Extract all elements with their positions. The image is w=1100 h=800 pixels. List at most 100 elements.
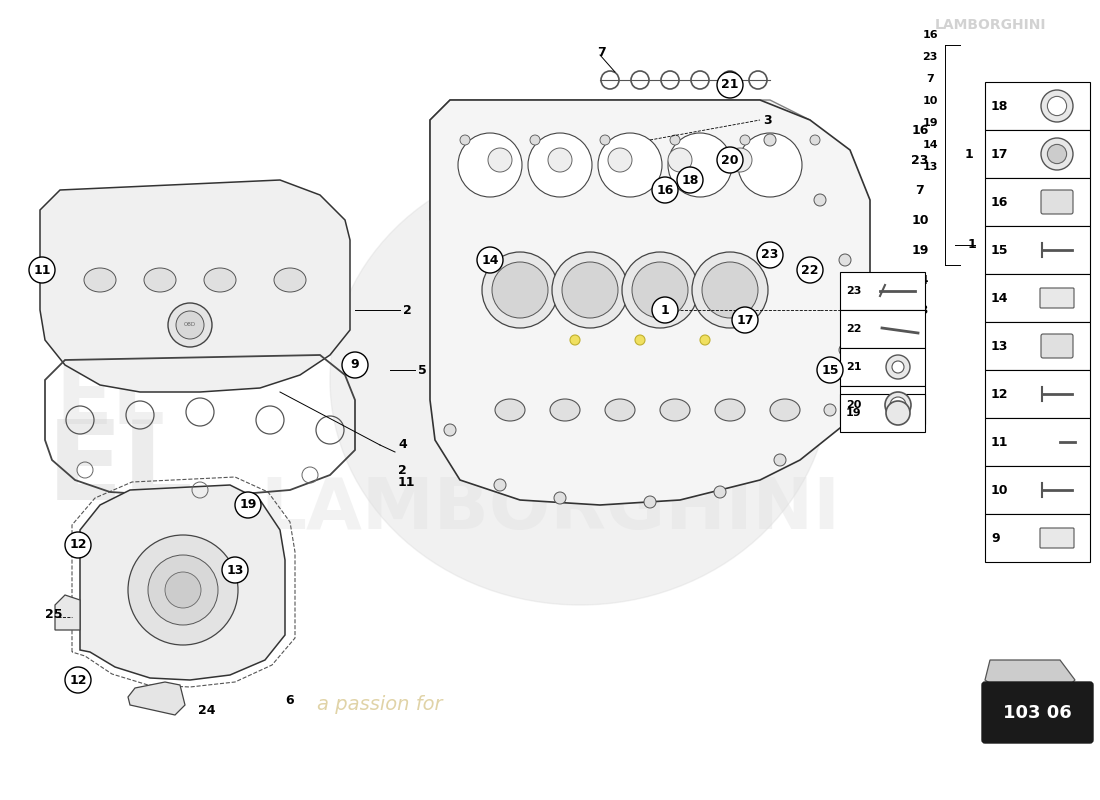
Circle shape bbox=[886, 355, 910, 379]
Circle shape bbox=[717, 72, 743, 98]
Text: 2: 2 bbox=[398, 463, 407, 477]
Text: 24: 24 bbox=[198, 703, 216, 717]
Circle shape bbox=[222, 557, 248, 583]
Text: 21: 21 bbox=[722, 78, 739, 91]
Circle shape bbox=[168, 303, 212, 347]
Text: 25: 25 bbox=[45, 609, 63, 622]
Text: 1: 1 bbox=[968, 238, 977, 251]
Circle shape bbox=[128, 535, 238, 645]
FancyBboxPatch shape bbox=[840, 310, 925, 348]
Ellipse shape bbox=[495, 399, 525, 421]
Text: 13: 13 bbox=[227, 563, 244, 577]
Circle shape bbox=[632, 262, 688, 318]
Circle shape bbox=[1041, 138, 1072, 170]
Circle shape bbox=[444, 424, 456, 436]
Circle shape bbox=[492, 262, 548, 318]
Ellipse shape bbox=[274, 268, 306, 292]
FancyBboxPatch shape bbox=[984, 226, 1090, 274]
FancyBboxPatch shape bbox=[840, 394, 925, 432]
Text: 19: 19 bbox=[911, 243, 928, 257]
Text: 6: 6 bbox=[285, 694, 294, 706]
Text: 17: 17 bbox=[991, 147, 1009, 161]
Ellipse shape bbox=[330, 155, 830, 605]
Text: 1: 1 bbox=[965, 149, 974, 162]
Text: 11: 11 bbox=[991, 435, 1009, 449]
FancyBboxPatch shape bbox=[984, 466, 1090, 514]
FancyBboxPatch shape bbox=[984, 82, 1090, 130]
Circle shape bbox=[165, 572, 201, 608]
FancyBboxPatch shape bbox=[1041, 334, 1072, 358]
Text: 14: 14 bbox=[911, 274, 928, 286]
Text: 23: 23 bbox=[911, 154, 928, 166]
Circle shape bbox=[644, 496, 656, 508]
FancyBboxPatch shape bbox=[1041, 190, 1072, 214]
Text: OBD: OBD bbox=[184, 322, 196, 327]
FancyBboxPatch shape bbox=[1040, 288, 1074, 308]
Text: LAMBORGHINI: LAMBORGHINI bbox=[260, 475, 840, 545]
FancyBboxPatch shape bbox=[840, 386, 925, 424]
Ellipse shape bbox=[770, 399, 800, 421]
Circle shape bbox=[342, 352, 369, 378]
Circle shape bbox=[676, 167, 703, 193]
Text: 7: 7 bbox=[926, 74, 934, 84]
Circle shape bbox=[757, 242, 783, 268]
Text: 10: 10 bbox=[911, 214, 928, 226]
Circle shape bbox=[528, 133, 592, 197]
Text: EL: EL bbox=[55, 359, 165, 441]
Circle shape bbox=[1047, 96, 1067, 115]
Circle shape bbox=[554, 492, 566, 504]
Circle shape bbox=[235, 492, 261, 518]
Circle shape bbox=[552, 252, 628, 328]
Text: 103 06: 103 06 bbox=[1002, 704, 1071, 722]
Text: 13: 13 bbox=[911, 303, 928, 317]
Circle shape bbox=[892, 361, 904, 373]
Text: 9: 9 bbox=[351, 358, 360, 371]
Circle shape bbox=[494, 479, 506, 491]
Text: 23: 23 bbox=[846, 286, 861, 296]
Text: 14: 14 bbox=[922, 140, 938, 150]
Text: 8: 8 bbox=[858, 363, 867, 377]
Text: 9: 9 bbox=[991, 531, 1000, 545]
Circle shape bbox=[817, 357, 843, 383]
Circle shape bbox=[1047, 144, 1067, 164]
FancyBboxPatch shape bbox=[984, 274, 1090, 322]
Circle shape bbox=[621, 252, 698, 328]
FancyBboxPatch shape bbox=[840, 272, 925, 310]
Circle shape bbox=[65, 532, 91, 558]
Circle shape bbox=[732, 307, 758, 333]
Text: 12: 12 bbox=[69, 674, 87, 686]
Circle shape bbox=[598, 133, 662, 197]
Circle shape bbox=[798, 257, 823, 283]
Text: 13: 13 bbox=[922, 162, 937, 172]
Polygon shape bbox=[430, 100, 870, 505]
Text: 16: 16 bbox=[922, 30, 938, 40]
Text: 10: 10 bbox=[991, 483, 1009, 497]
Circle shape bbox=[886, 392, 911, 418]
Text: 7: 7 bbox=[597, 46, 606, 58]
FancyBboxPatch shape bbox=[1040, 528, 1074, 548]
Ellipse shape bbox=[144, 268, 176, 292]
Circle shape bbox=[890, 397, 906, 413]
Circle shape bbox=[458, 133, 522, 197]
Text: 14: 14 bbox=[991, 291, 1009, 305]
Circle shape bbox=[668, 133, 732, 197]
Text: 5: 5 bbox=[418, 363, 427, 377]
Text: 12: 12 bbox=[991, 387, 1009, 401]
Circle shape bbox=[176, 311, 204, 339]
Text: 14: 14 bbox=[482, 254, 498, 266]
Circle shape bbox=[738, 133, 802, 197]
Circle shape bbox=[148, 555, 218, 625]
Circle shape bbox=[714, 486, 726, 498]
Circle shape bbox=[548, 148, 572, 172]
Circle shape bbox=[477, 247, 503, 273]
Ellipse shape bbox=[204, 268, 236, 292]
Circle shape bbox=[562, 262, 618, 318]
Circle shape bbox=[740, 135, 750, 145]
Circle shape bbox=[774, 454, 786, 466]
FancyBboxPatch shape bbox=[840, 348, 925, 386]
Text: 15: 15 bbox=[991, 243, 1009, 257]
Text: 11: 11 bbox=[33, 263, 51, 277]
FancyBboxPatch shape bbox=[984, 322, 1090, 370]
Ellipse shape bbox=[550, 399, 580, 421]
Text: 16: 16 bbox=[657, 183, 673, 197]
